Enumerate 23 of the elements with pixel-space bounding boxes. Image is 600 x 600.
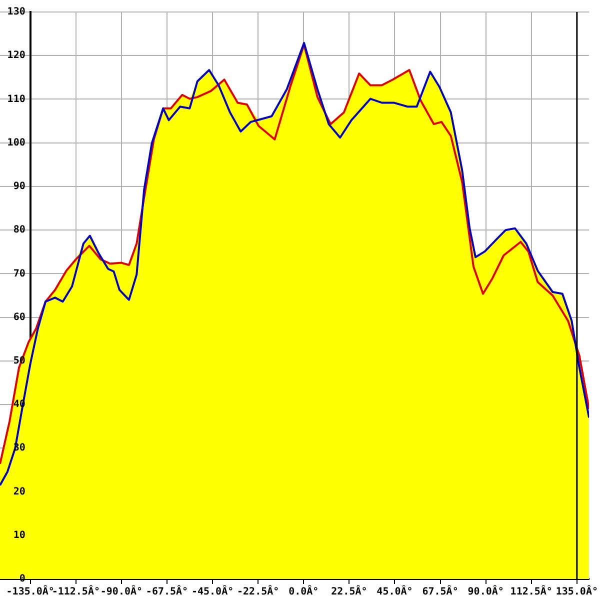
x-tick-label: -67.5Â° bbox=[146, 584, 188, 598]
x-tick-label: -90.0Â° bbox=[100, 584, 143, 598]
y-tick-label: 100 bbox=[7, 137, 26, 148]
x-tick-label: 112.5Â° bbox=[510, 584, 552, 598]
x-tick-label: -112.5Â° bbox=[52, 584, 100, 598]
y-tick-label: 10 bbox=[13, 530, 26, 541]
x-tick-label: 22.5Â° bbox=[331, 584, 368, 598]
x-tick-label: 45.0Â° bbox=[376, 584, 413, 598]
x-tick-label: 135.0Â° bbox=[556, 584, 598, 598]
y-tick-label: 90 bbox=[13, 181, 26, 192]
x-tick-label: 90.0Â° bbox=[468, 584, 504, 598]
y-tick-label: 130 bbox=[7, 6, 26, 18]
y-tick-label: 120 bbox=[7, 50, 26, 62]
x-tick-label: 0.0Â° bbox=[288, 584, 319, 598]
y-tick-label: 80 bbox=[13, 224, 26, 236]
x-tick-label: -45.0Â° bbox=[191, 584, 234, 598]
y-tick-label: 20 bbox=[13, 486, 26, 498]
y-tick-label: 60 bbox=[13, 312, 26, 323]
x-tick-label: 67.5Â° bbox=[422, 584, 458, 598]
y-tick-label: 110 bbox=[7, 94, 26, 105]
x-tick-label: -22.5Â° bbox=[237, 584, 280, 598]
y-tick-label: 70 bbox=[13, 268, 26, 280]
x-tick-label: -135.0Â° bbox=[6, 584, 54, 598]
